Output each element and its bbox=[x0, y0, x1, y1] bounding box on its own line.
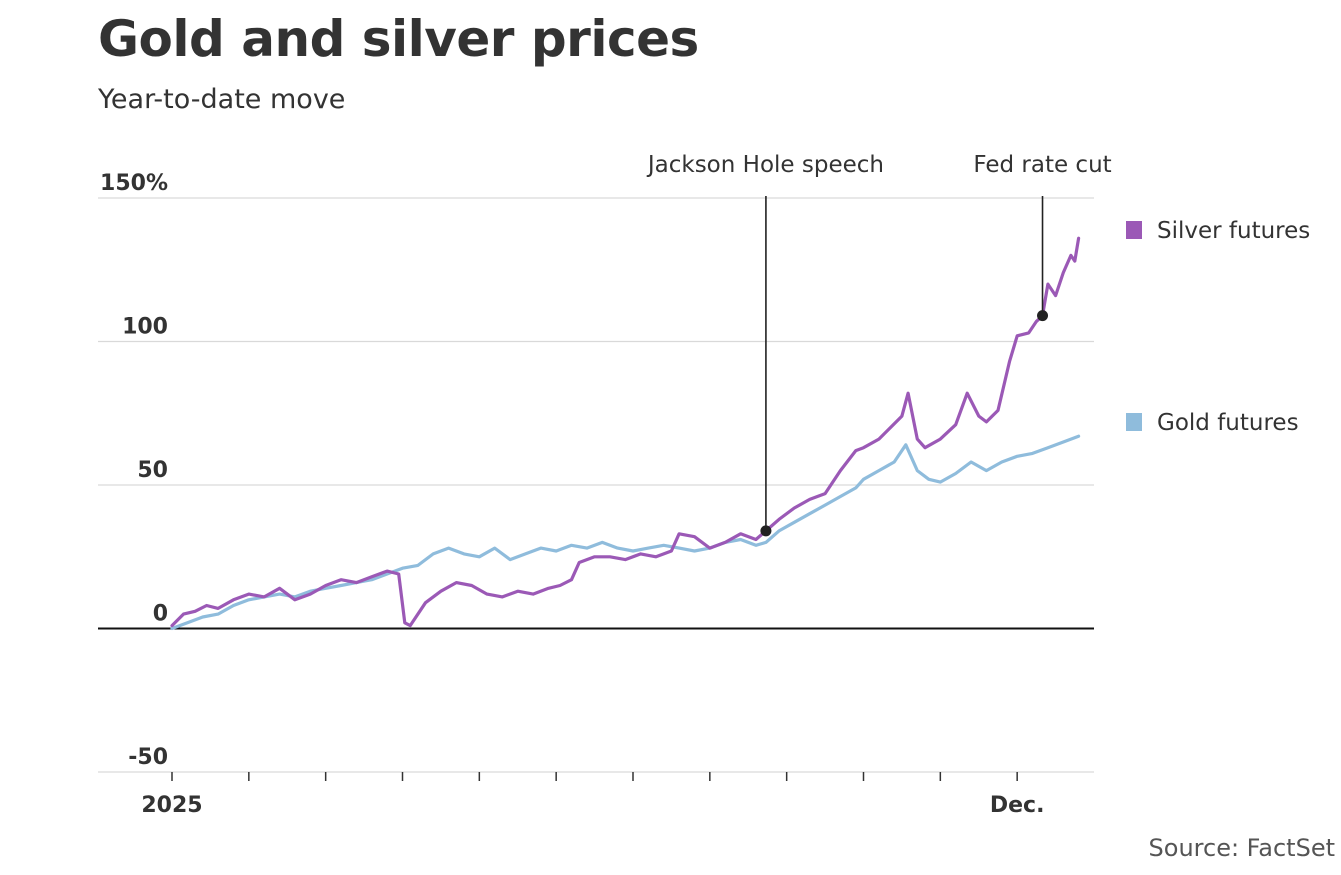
source-note: Source: FactSet bbox=[1148, 834, 1335, 862]
chart-title: Gold and silver prices bbox=[98, 10, 699, 68]
legend-swatch bbox=[1126, 221, 1142, 239]
series-line-silver-futures bbox=[170, 236, 1081, 628]
y-tick-label: 150% bbox=[100, 171, 168, 196]
x-axis: 2025 Dec. bbox=[141, 772, 1044, 818]
annotations: Jackson Hole speech Fed rate cut bbox=[646, 152, 1112, 537]
legend-swatch bbox=[1126, 413, 1142, 431]
series-line-gold-futures bbox=[170, 434, 1081, 631]
chart-subtitle: Year-to-date move bbox=[98, 84, 346, 115]
grid-lines bbox=[98, 197, 1094, 773]
annotation-marker bbox=[760, 525, 772, 537]
legend-label: Gold futures bbox=[1157, 410, 1299, 436]
y-tick-label: 100 bbox=[122, 315, 168, 340]
legend: Silver futures Gold futures bbox=[1126, 218, 1310, 436]
y-axis-ticks: 150% 100 50 0 -50 bbox=[100, 171, 168, 770]
x-tick-label: Dec. bbox=[990, 793, 1045, 818]
y-tick-label: 50 bbox=[137, 458, 168, 483]
legend-label: Silver futures bbox=[1157, 218, 1310, 244]
series-lines bbox=[170, 236, 1081, 631]
annotation-label: Fed rate cut bbox=[973, 152, 1111, 178]
annotation-marker bbox=[1037, 310, 1049, 322]
x-tick-label: 2025 bbox=[141, 793, 202, 818]
annotation-label: Jackson Hole speech bbox=[646, 152, 884, 178]
y-tick-label: -50 bbox=[128, 745, 168, 770]
y-tick-label: 0 bbox=[153, 602, 168, 627]
